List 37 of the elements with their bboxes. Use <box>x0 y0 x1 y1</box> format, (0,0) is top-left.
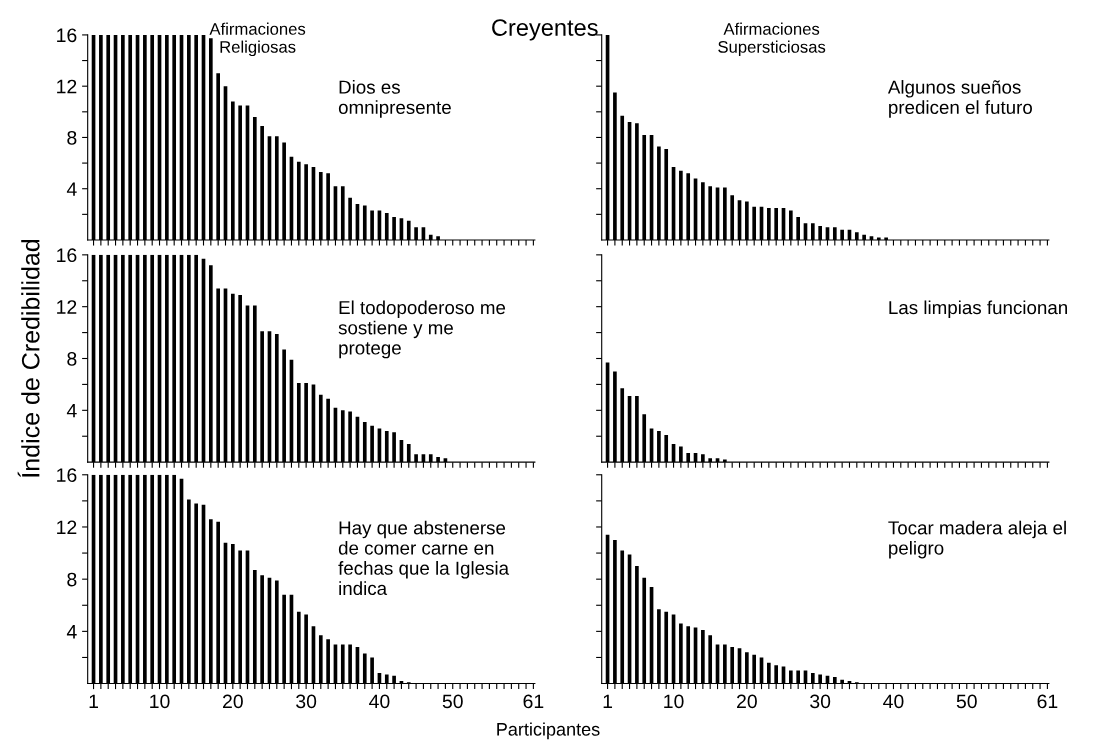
chart-subtitle: Afirmaciones Supersticiosas <box>718 22 826 57</box>
x-tick-label: 30 <box>296 694 317 709</box>
chart-title: Creyentes <box>492 19 598 41</box>
y-tick-label: 4 <box>66 403 77 418</box>
y-tick-label: 12 <box>57 520 77 535</box>
x-tick-label: 50 <box>956 694 977 709</box>
annotation: El todopoderoso me sostiene y me protege <box>338 300 506 359</box>
x-tick-label: 1 <box>89 694 98 709</box>
y-tick-label: 4 <box>66 182 77 196</box>
x-tick-label: 20 <box>222 694 243 709</box>
x-tick-label: 30 <box>810 694 831 709</box>
x-tick-label: 61 <box>1037 694 1058 709</box>
x-axis-title: Participantes <box>497 722 600 740</box>
y-tick-label: 16 <box>57 28 77 43</box>
annotation: Algunos sueños predicen el futuro <box>887 80 1032 118</box>
x-tick-label: 10 <box>664 694 684 709</box>
y-tick-label: 16 <box>57 468 77 483</box>
y-tick-label: 16 <box>57 248 77 263</box>
y-axis-title: Índice de Credibilidad <box>17 239 40 477</box>
y-tick-label: 12 <box>57 79 77 94</box>
y-tick-label: 4 <box>66 625 77 639</box>
y-tick-label: 8 <box>67 130 77 145</box>
annotation: Dios es omnipresente <box>338 80 451 118</box>
annotation: Hay que abstenerse de comer carne en fechas que la Iglesia indica <box>338 520 510 596</box>
x-tick-label: 61 <box>523 694 544 709</box>
y-tick-label: 12 <box>57 300 77 314</box>
x-tick-label: 50 <box>442 694 463 709</box>
x-tick-label: 1 <box>603 694 613 709</box>
annotation: Tocar madera aleja el peligro <box>888 520 1066 559</box>
annotation: Las limpias funcionan <box>889 300 1067 318</box>
x-tick-label: 20 <box>737 694 757 709</box>
x-tick-label: 40 <box>883 694 904 709</box>
y-tick-label: 8 <box>67 351 77 366</box>
x-tick-label: 10 <box>150 694 170 709</box>
x-tick-label: 40 <box>369 694 390 709</box>
y-tick-label: 8 <box>67 572 77 587</box>
chart-subtitle: Afirmaciones Religiosas <box>209 22 306 57</box>
